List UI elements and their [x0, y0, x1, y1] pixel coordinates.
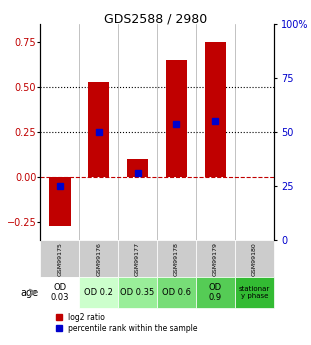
FancyBboxPatch shape: [196, 277, 235, 308]
FancyBboxPatch shape: [40, 277, 79, 308]
FancyBboxPatch shape: [196, 240, 235, 277]
Bar: [88, 82, 109, 177]
Text: OD
0.9: OD 0.9: [209, 283, 222, 302]
FancyBboxPatch shape: [235, 277, 274, 308]
Text: age: age: [20, 287, 39, 297]
Legend: log2 ratio, percentile rank within the sample: log2 ratio, percentile rank within the s…: [56, 313, 197, 333]
FancyBboxPatch shape: [157, 240, 196, 277]
Text: GSM99177: GSM99177: [135, 242, 140, 276]
Text: OD 0.6: OD 0.6: [162, 288, 191, 297]
Bar: [127, 159, 148, 177]
Text: OD 0.35: OD 0.35: [120, 288, 155, 297]
Text: stationar
y phase: stationar y phase: [239, 286, 270, 299]
FancyBboxPatch shape: [79, 240, 118, 277]
FancyBboxPatch shape: [157, 277, 196, 308]
FancyBboxPatch shape: [118, 277, 157, 308]
Bar: [49, 177, 71, 226]
Text: GDS2588 / 2980: GDS2588 / 2980: [104, 12, 207, 25]
Text: OD 0.2: OD 0.2: [84, 288, 113, 297]
FancyBboxPatch shape: [118, 240, 157, 277]
Text: GSM99179: GSM99179: [213, 242, 218, 276]
FancyBboxPatch shape: [235, 240, 274, 277]
Text: OD
0.03: OD 0.03: [51, 283, 69, 302]
FancyBboxPatch shape: [79, 277, 118, 308]
Text: GSM99176: GSM99176: [96, 242, 101, 276]
FancyBboxPatch shape: [40, 240, 79, 277]
Text: GSM99180: GSM99180: [252, 242, 257, 276]
Text: GSM99175: GSM99175: [57, 242, 63, 276]
Bar: [205, 42, 226, 177]
Bar: [166, 60, 187, 177]
Text: GSM99178: GSM99178: [174, 242, 179, 276]
